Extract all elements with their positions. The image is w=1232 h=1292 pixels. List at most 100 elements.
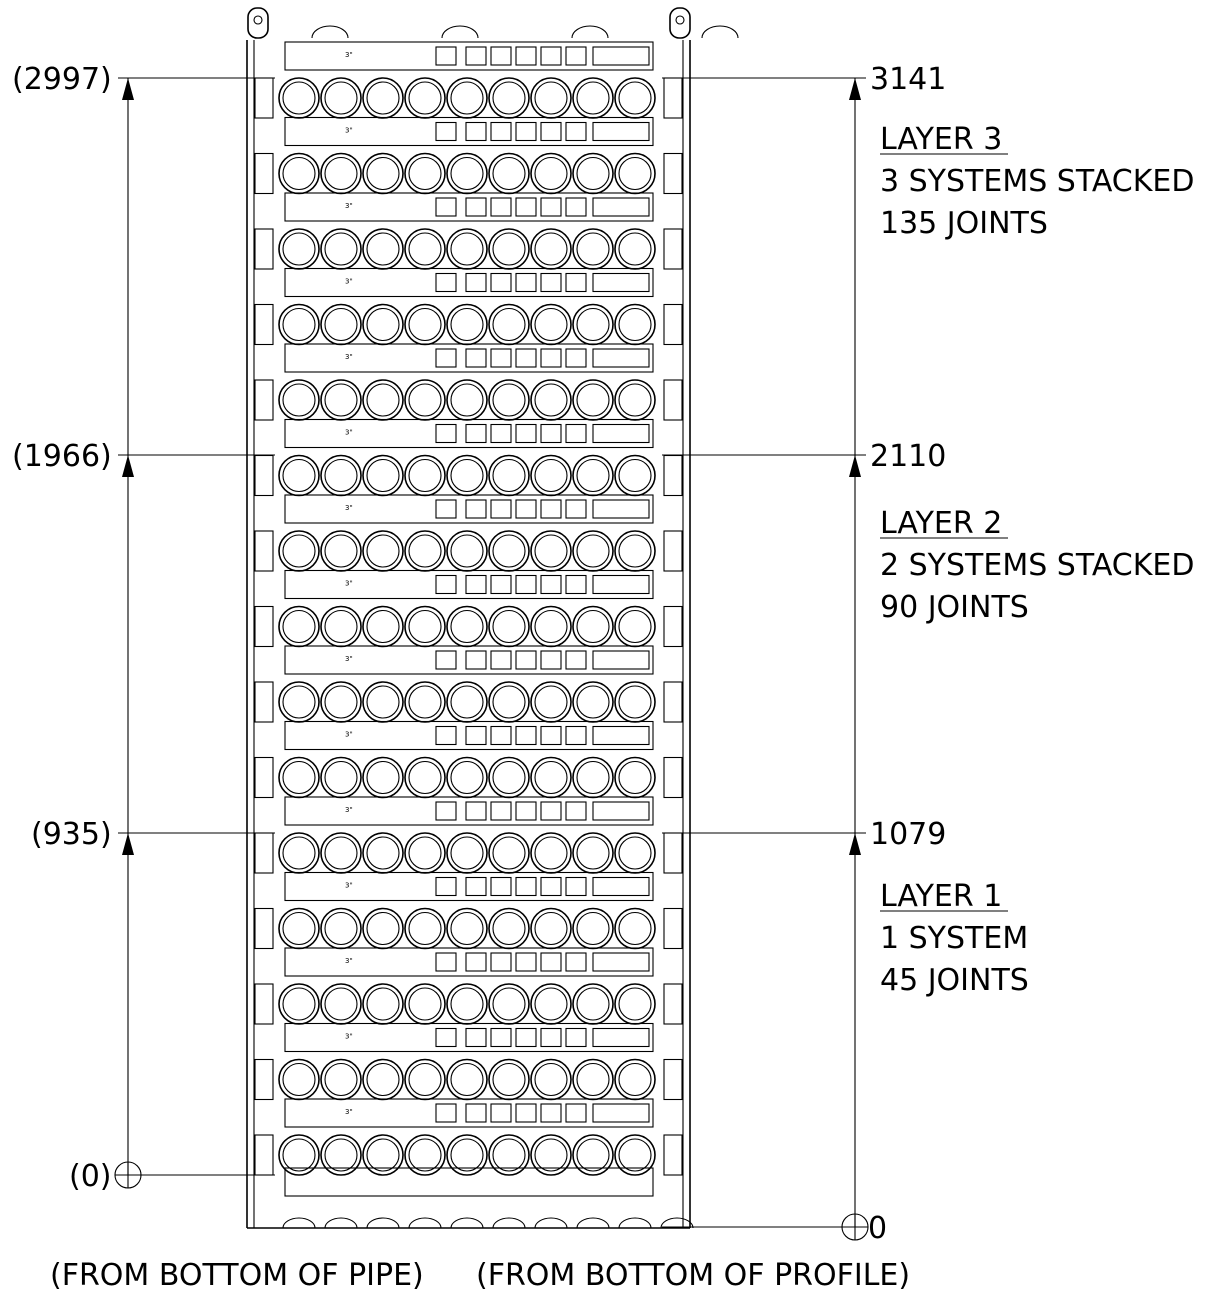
pipe-inner — [450, 383, 484, 417]
pipe-inner — [408, 760, 442, 795]
pipe — [530, 303, 572, 346]
pipe-inner — [534, 911, 568, 946]
pipe-inner — [492, 911, 526, 946]
label-icon — [540, 272, 562, 293]
layer-1-joints: 45 JOINTS — [880, 963, 1029, 998]
profile-marking: 3" — [345, 731, 353, 739]
pipe-inner — [618, 81, 652, 115]
pipe-inner — [618, 685, 652, 719]
pipe — [488, 756, 530, 799]
pipe — [320, 605, 362, 648]
pipe-inner — [324, 81, 358, 115]
dimension-lines — [114, 77, 869, 1241]
pipe — [362, 1058, 404, 1101]
pipe — [572, 303, 614, 346]
profile-strip — [284, 267, 654, 298]
pipe — [362, 756, 404, 799]
pipe — [488, 530, 530, 572]
label-icon — [490, 574, 512, 595]
profile-marking: 3" — [345, 353, 353, 361]
label-icon — [515, 272, 537, 293]
side-bracket-right — [663, 530, 683, 572]
pipe — [572, 983, 614, 1025]
label-icon — [465, 423, 487, 444]
pipe — [278, 152, 320, 195]
pipe — [446, 907, 488, 950]
label-icon — [515, 1103, 537, 1123]
label-icon — [465, 197, 487, 217]
pipe-inner — [618, 836, 652, 870]
layer-1-systems: 1 SYSTEM — [880, 921, 1028, 956]
pipe-inner — [450, 156, 484, 191]
pipe-inner — [408, 987, 442, 1021]
pipe — [278, 756, 320, 799]
right-dim-arrow — [849, 833, 861, 855]
pipe — [446, 152, 488, 195]
pipe — [572, 907, 614, 950]
pipe — [446, 756, 488, 799]
pipe — [572, 756, 614, 799]
pipe-inner — [450, 685, 484, 719]
pipe-inner — [450, 911, 484, 946]
bottom-profile-arc — [576, 1217, 610, 1229]
pipe — [404, 228, 446, 270]
pipe — [278, 77, 320, 119]
pipe — [488, 1058, 530, 1101]
top-profile-arc — [441, 25, 479, 39]
pipe — [362, 983, 404, 1025]
side-bracket-right — [663, 1134, 683, 1176]
profile-marking: 3" — [345, 806, 353, 814]
label-icon — [565, 1103, 587, 1123]
pipe — [614, 77, 656, 119]
pipe — [320, 530, 362, 572]
pipe-inner — [366, 685, 400, 719]
pipe — [614, 303, 656, 346]
bottom-profile-arc — [492, 1217, 526, 1229]
pipe-inner — [324, 458, 358, 493]
bottom-profile-arc — [366, 1217, 400, 1229]
pipe — [404, 77, 446, 119]
pipe-inner — [408, 609, 442, 644]
left-dim-arrow — [122, 78, 134, 100]
left-dim-label-0: (0) — [69, 1159, 112, 1194]
pipe — [572, 832, 614, 874]
left-dim-arrow — [122, 455, 134, 477]
pipe — [362, 152, 404, 195]
side-bracket-left — [254, 530, 274, 572]
pipe-inner — [282, 156, 316, 191]
pipe — [320, 1134, 362, 1176]
layer-3-title: LAYER 3 — [880, 122, 1002, 157]
side-bracket-left — [254, 228, 274, 270]
pipe-inner — [450, 760, 484, 795]
pipe — [530, 530, 572, 572]
pipe — [404, 907, 446, 950]
label-icon — [490, 801, 512, 821]
pipe-inner — [492, 156, 526, 191]
pipe — [278, 681, 320, 723]
side-bracket-right — [663, 303, 683, 346]
pipe — [362, 303, 404, 346]
pipe-inner — [282, 685, 316, 719]
profile-marking: 3" — [345, 957, 353, 965]
pipe-inner — [492, 987, 526, 1021]
pipe — [362, 832, 404, 874]
pipe-inner — [618, 156, 652, 191]
pipe-inner — [282, 836, 316, 870]
profile-strip — [284, 645, 654, 675]
pipe-inner — [492, 232, 526, 266]
label-icon — [592, 121, 650, 142]
label-icon — [592, 650, 650, 670]
side-bracket-right — [663, 379, 683, 421]
pipe — [278, 605, 320, 648]
pipe-inner — [450, 534, 484, 568]
label-icon — [592, 1027, 650, 1048]
pipe — [446, 1058, 488, 1101]
pipe — [446, 983, 488, 1025]
pipe-inner — [408, 232, 442, 266]
pipe — [362, 681, 404, 723]
label-icon — [515, 725, 537, 746]
pipe — [488, 454, 530, 497]
pipe-inner — [576, 458, 610, 493]
pipe — [572, 454, 614, 497]
label-icon — [465, 272, 487, 293]
